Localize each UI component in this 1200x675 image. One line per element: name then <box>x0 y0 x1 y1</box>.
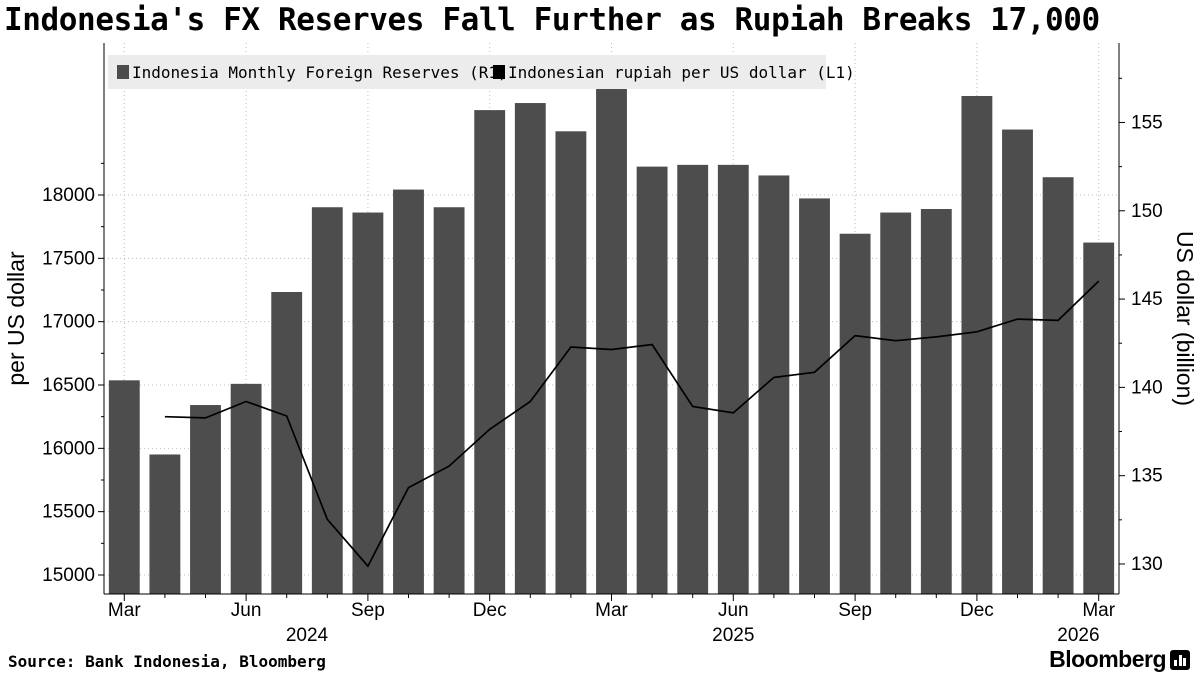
bar-2024-08 <box>311 207 343 594</box>
axes: 15000 15500 16000 16500 17000 17500 18000 130 13… <box>42 43 1163 646</box>
x-tick-label-1: Jun <box>231 600 262 621</box>
legend-swatch-rupiah <box>493 65 505 79</box>
x-tick-label-6: Sep <box>838 600 872 621</box>
left-tick-label-4: 17000 <box>42 312 95 333</box>
bar-2024-10 <box>393 189 424 594</box>
x-tick-label-4: Mar <box>595 600 628 621</box>
brand-logo: Bloomberg <box>1049 646 1190 673</box>
left-tick-label-0: 15000 <box>42 565 95 586</box>
left-tick-label-6: 18000 <box>42 185 95 206</box>
bar-2025-05 <box>677 164 709 594</box>
right-tick-label-0: 130 <box>1131 554 1163 575</box>
legend: Indonesia Monthly Foreign Reserves (R1) … <box>108 55 855 89</box>
legend-swatch-reserves <box>117 65 129 79</box>
right-tick-label-5: 155 <box>1131 112 1163 133</box>
legend-entry-rupiah: Indonesian rupiah per US dollar (L1) <box>508 63 855 82</box>
bar-2025-06 <box>717 164 749 594</box>
bar-2025-07 <box>758 175 790 595</box>
right-axis-label: US dollar (billion) <box>1172 231 1198 406</box>
left-tick-label-5: 17500 <box>42 248 95 269</box>
left-axis-label: per US dollar <box>3 251 29 386</box>
left-tick-label-3: 16500 <box>42 375 95 396</box>
right-tick-label-3: 145 <box>1131 289 1163 310</box>
brand-name: Bloomberg <box>1049 646 1166 672</box>
bar-2025-11 <box>920 209 952 594</box>
bar-2026-03 <box>1083 242 1115 594</box>
x-tick-label-7: Dec <box>960 600 994 621</box>
bar-2025-04 <box>636 166 668 594</box>
legend-background <box>108 55 826 89</box>
right-tick-label-1: 135 <box>1131 466 1163 487</box>
bar-2024-06 <box>230 383 262 594</box>
bar-2024-05 <box>190 405 221 594</box>
chart-title: Indonesia's FX Reserves Fall Further as … <box>4 2 1100 38</box>
right-tick-label-4: 150 <box>1131 201 1163 222</box>
x-year-label-0: 2024 <box>286 625 329 646</box>
right-tick-label-2: 140 <box>1131 377 1163 398</box>
x-tick-label-2: Sep <box>351 600 385 621</box>
x-tick-label-8: Mar <box>1082 600 1115 621</box>
bar-2025-09 <box>839 233 871 594</box>
x-tick-label-3: Dec <box>473 600 507 621</box>
bar-2024-11 <box>433 207 465 594</box>
bar-chart-icon <box>1170 649 1190 670</box>
bar-2025-12 <box>961 95 993 594</box>
bar-2025-01 <box>514 103 546 595</box>
bar-2024-09 <box>352 212 384 595</box>
left-tick-label-1: 15500 <box>42 502 95 523</box>
x-year-label-2: 2026 <box>1057 625 1099 646</box>
bar-2026-02 <box>1042 177 1074 594</box>
left-tick-label-2: 16000 <box>42 438 95 459</box>
bar-2026-01 <box>1002 129 1033 594</box>
bar-2024-04 <box>149 454 181 594</box>
bar-2025-03 <box>596 85 627 594</box>
bar-2025-10 <box>880 212 912 595</box>
legend-entry-reserves: Indonesia Monthly Foreign Reserves (R1) <box>132 63 508 82</box>
bar-series <box>108 85 1115 595</box>
bar-2025-02 <box>555 131 587 595</box>
source-note: Source: Bank Indonesia, Bloomberg <box>8 652 326 671</box>
bar-2024-03 <box>108 380 140 594</box>
x-year-label-1: 2025 <box>712 625 754 646</box>
bar-2024-12 <box>474 110 506 594</box>
x-tick-label-5: Jun <box>718 600 749 621</box>
bar-2025-08 <box>799 198 830 594</box>
x-tick-label-0: Mar <box>108 600 141 621</box>
line-series-rupiah <box>164 280 1100 568</box>
